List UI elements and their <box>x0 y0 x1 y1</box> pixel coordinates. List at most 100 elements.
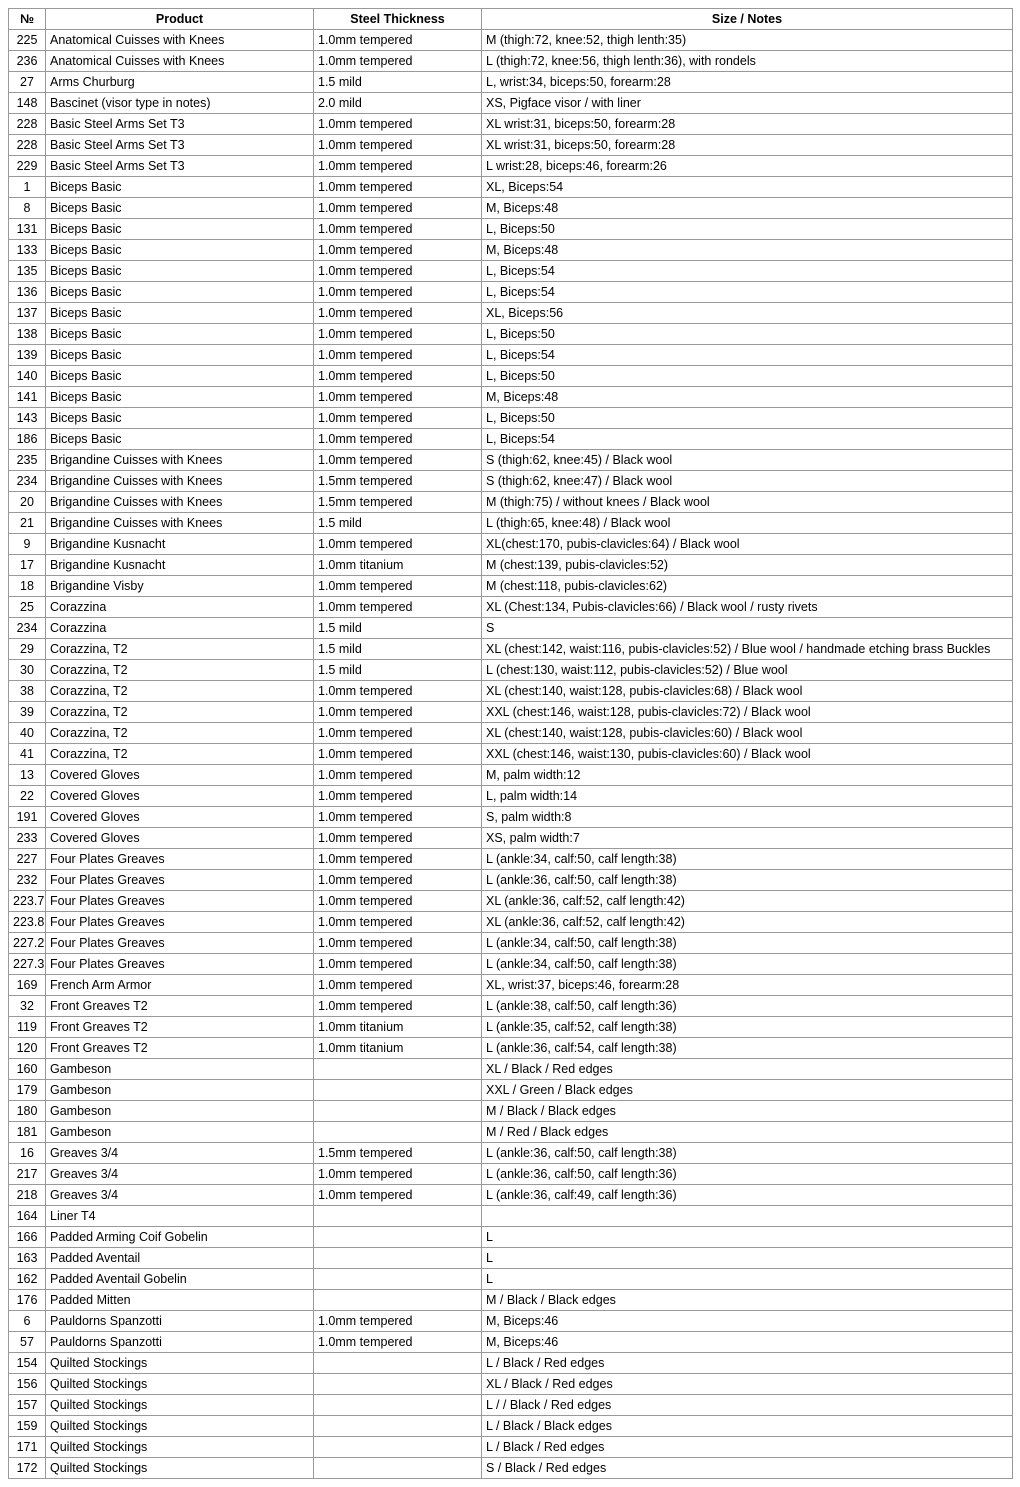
table-row: 138Biceps Basic1.0mm temperedL, Biceps:5… <box>9 324 1013 345</box>
table-cell: 1.0mm tempered <box>314 870 482 891</box>
table-cell: 217 <box>9 1164 46 1185</box>
table-row: 21Brigandine Cuisses with Knees1.5 mildL… <box>9 513 1013 534</box>
table-cell: 227.2 <box>9 933 46 954</box>
table-cell: 136 <box>9 282 46 303</box>
table-cell: 164 <box>9 1206 46 1227</box>
table-cell: XL wrist:31, biceps:50, forearm:28 <box>482 114 1013 135</box>
table-cell: 2.0 mild <box>314 93 482 114</box>
table-cell: 1.0mm titanium <box>314 1017 482 1038</box>
table-cell: 1.0mm tempered <box>314 849 482 870</box>
table-cell: 1.0mm tempered <box>314 387 482 408</box>
table-row: 172Quilted StockingsS / Black / Red edge… <box>9 1458 1013 1479</box>
table-cell: 1.0mm tempered <box>314 597 482 618</box>
table-cell: Four Plates Greaves <box>46 891 314 912</box>
table-row: 41Corazzina, T21.0mm temperedXXL (chest:… <box>9 744 1013 765</box>
table-cell: 57 <box>9 1332 46 1353</box>
table-cell: 40 <box>9 723 46 744</box>
table-cell: XL (ankle:36, calf:52, calf length:42) <box>482 891 1013 912</box>
table-cell: M / Red / Black edges <box>482 1122 1013 1143</box>
table-row: 176Padded MittenM / Black / Black edges <box>9 1290 1013 1311</box>
table-cell: 140 <box>9 366 46 387</box>
table-row: 156Quilted StockingsXL / Black / Red edg… <box>9 1374 1013 1395</box>
table-cell: L <box>482 1269 1013 1290</box>
table-row: 180GambesonM / Black / Black edges <box>9 1101 1013 1122</box>
table-cell: 1.0mm titanium <box>314 555 482 576</box>
table-cell: French Arm Armor <box>46 975 314 996</box>
table-row: 17Brigandine Kusnacht1.0mm titaniumM (ch… <box>9 555 1013 576</box>
table-cell: Corazzina, T2 <box>46 681 314 702</box>
table-row: 232Four Plates Greaves1.0mm temperedL (a… <box>9 870 1013 891</box>
table-cell: Biceps Basic <box>46 303 314 324</box>
table-cell: Gambeson <box>46 1122 314 1143</box>
table-cell: 1.0mm tempered <box>314 219 482 240</box>
table-cell: XL, Biceps:54 <box>482 177 1013 198</box>
table-cell: 133 <box>9 240 46 261</box>
table-cell: Four Plates Greaves <box>46 870 314 891</box>
table-cell: 234 <box>9 618 46 639</box>
table-cell: Brigandine Visby <box>46 576 314 597</box>
table-cell: Quilted Stockings <box>46 1374 314 1395</box>
col-size-notes: Size / Notes <box>482 9 1013 30</box>
table-cell: 18 <box>9 576 46 597</box>
table-cell: 1.0mm tempered <box>314 429 482 450</box>
table-cell: 228 <box>9 135 46 156</box>
table-cell: 13 <box>9 765 46 786</box>
table-cell: 20 <box>9 492 46 513</box>
table-cell: 1.0mm tempered <box>314 156 482 177</box>
table-cell: 1.0mm tempered <box>314 702 482 723</box>
table-cell: 1.0mm tempered <box>314 1332 482 1353</box>
table-cell: 1.0mm tempered <box>314 681 482 702</box>
table-cell: 1.5mm tempered <box>314 492 482 513</box>
table-cell: Quilted Stockings <box>46 1437 314 1458</box>
table-cell: L / Black / Black edges <box>482 1416 1013 1437</box>
table-cell: Padded Aventail <box>46 1248 314 1269</box>
table-row: 119Front Greaves T21.0mm titaniumL (ankl… <box>9 1017 1013 1038</box>
table-cell: XL (Chest:134, Pubis-clavicles:66) / Bla… <box>482 597 1013 618</box>
table-cell: Pauldorns Spanzotti <box>46 1332 314 1353</box>
table-row: 22Covered Gloves1.0mm temperedL, palm wi… <box>9 786 1013 807</box>
table-cell: 1.0mm tempered <box>314 198 482 219</box>
table-cell: 1.0mm tempered <box>314 996 482 1017</box>
table-cell: 1.5mm tempered <box>314 471 482 492</box>
table-row: 227.3Four Plates Greaves1.0mm temperedL … <box>9 954 1013 975</box>
table-row: 1Biceps Basic1.0mm temperedXL, Biceps:54 <box>9 177 1013 198</box>
table-cell: 148 <box>9 93 46 114</box>
table-cell: 32 <box>9 996 46 1017</box>
table-cell: Corazzina, T2 <box>46 702 314 723</box>
table-cell: 176 <box>9 1290 46 1311</box>
table-row: 38Corazzina, T21.0mm temperedXL (chest:1… <box>9 681 1013 702</box>
inventory-table: № Product Steel Thickness Size / Notes 2… <box>8 8 1013 1479</box>
table-cell <box>314 1122 482 1143</box>
table-cell: Biceps Basic <box>46 282 314 303</box>
table-cell: 141 <box>9 387 46 408</box>
table-cell: 163 <box>9 1248 46 1269</box>
table-row: 229Basic Steel Arms Set T31.0mm tempered… <box>9 156 1013 177</box>
table-cell: M (thigh:72, knee:52, thigh lenth:35) <box>482 30 1013 51</box>
table-cell: Quilted Stockings <box>46 1416 314 1437</box>
table-cell: Brigandine Cuisses with Knees <box>46 492 314 513</box>
table-cell: 1.0mm tempered <box>314 1164 482 1185</box>
table-cell: Front Greaves T2 <box>46 1017 314 1038</box>
table-cell: 1.0mm tempered <box>314 786 482 807</box>
table-cell: XL / Black / Red edges <box>482 1059 1013 1080</box>
table-cell: Padded Aventail Gobelin <box>46 1269 314 1290</box>
table-row: 141Biceps Basic1.0mm temperedM, Biceps:4… <box>9 387 1013 408</box>
table-cell: Greaves 3/4 <box>46 1164 314 1185</box>
table-row: 157Quilted StockingsL / / Black / Red ed… <box>9 1395 1013 1416</box>
table-cell: Brigandine Cuisses with Knees <box>46 471 314 492</box>
table-cell: 1.0mm tempered <box>314 114 482 135</box>
table-cell: Front Greaves T2 <box>46 1038 314 1059</box>
table-cell: Quilted Stockings <box>46 1395 314 1416</box>
table-row: 136Biceps Basic1.0mm temperedL, Biceps:5… <box>9 282 1013 303</box>
table-cell: 236 <box>9 51 46 72</box>
table-cell: 1.0mm tempered <box>314 723 482 744</box>
table-cell <box>314 1206 482 1227</box>
table-cell: 171 <box>9 1437 46 1458</box>
table-cell: 1.5 mild <box>314 660 482 681</box>
table-row: 140Biceps Basic1.0mm temperedL, Biceps:5… <box>9 366 1013 387</box>
table-cell: Corazzina <box>46 618 314 639</box>
table-cell: M, Biceps:48 <box>482 387 1013 408</box>
table-cell: Anatomical Cuisses with Knees <box>46 51 314 72</box>
table-cell: 9 <box>9 534 46 555</box>
table-cell: 1.0mm tempered <box>314 1311 482 1332</box>
